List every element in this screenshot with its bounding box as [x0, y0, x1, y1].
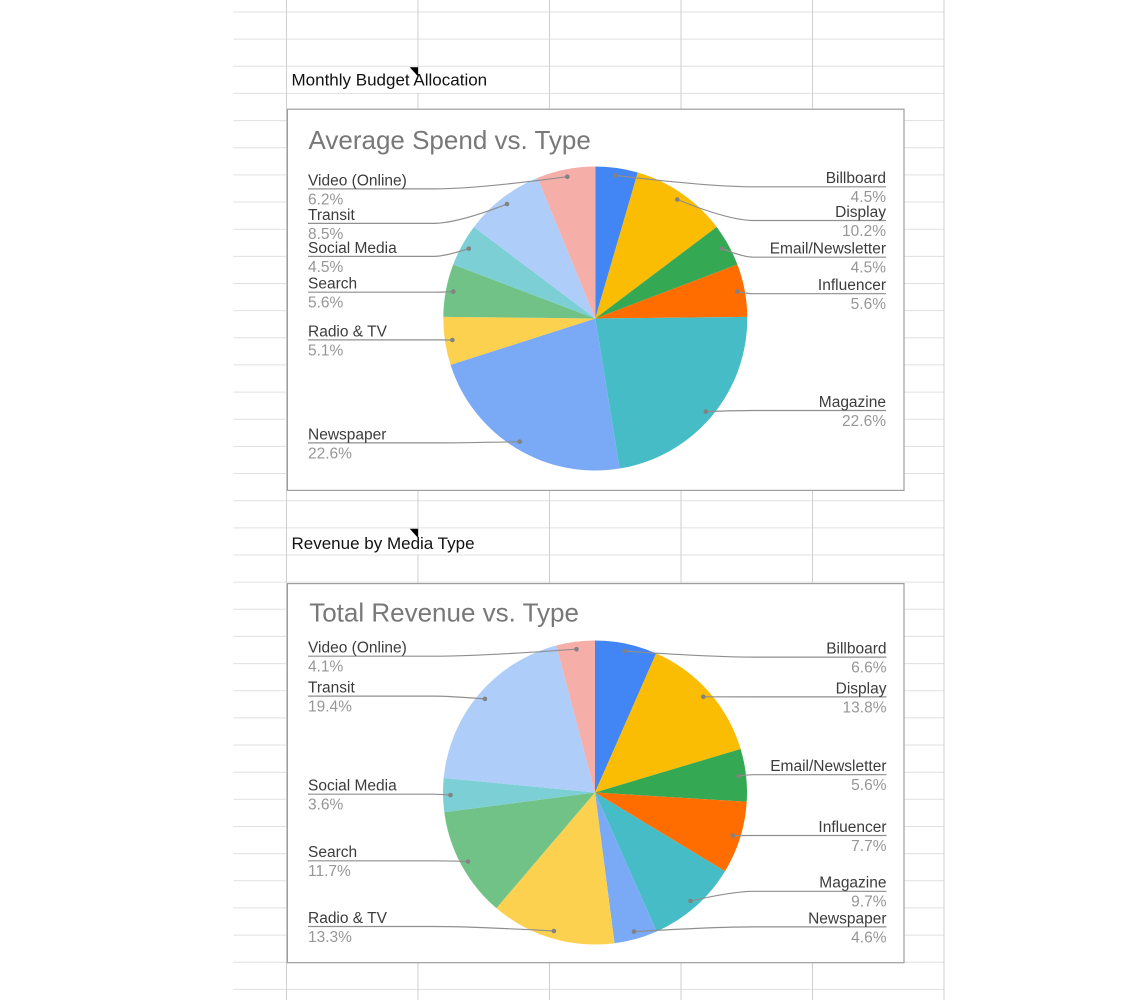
svg-text:10.2%: 10.2%: [842, 223, 886, 240]
svg-text:6.6%: 6.6%: [851, 660, 887, 677]
svg-text:Influencer: Influencer: [818, 277, 886, 294]
svg-text:8.5%: 8.5%: [308, 226, 344, 243]
svg-text:Newspaper: Newspaper: [308, 426, 386, 443]
svg-text:5.6%: 5.6%: [308, 295, 344, 312]
svg-text:22.6%: 22.6%: [308, 445, 352, 462]
svg-text:5.1%: 5.1%: [308, 342, 344, 359]
svg-text:Revenue by Media Type: Revenue by Media Type: [292, 534, 475, 553]
svg-text:4.5%: 4.5%: [308, 259, 344, 276]
svg-text:Email/Newsletter: Email/Newsletter: [770, 241, 886, 258]
svg-text:Search: Search: [308, 276, 357, 293]
svg-text:Video (Online): Video (Online): [308, 640, 407, 657]
svg-text:4.6%: 4.6%: [851, 929, 887, 946]
svg-text:Magazine: Magazine: [819, 394, 886, 411]
svg-text:6.2%: 6.2%: [308, 191, 344, 208]
svg-text:Radio & TV: Radio & TV: [308, 910, 388, 927]
svg-text:Billboard: Billboard: [826, 170, 886, 187]
svg-text:13.3%: 13.3%: [308, 929, 352, 946]
svg-text:Transit: Transit: [308, 680, 355, 697]
svg-text:Average Spend vs. Type: Average Spend vs. Type: [309, 125, 591, 155]
svg-text:Magazine: Magazine: [819, 875, 886, 892]
svg-text:9.7%: 9.7%: [851, 894, 887, 911]
svg-text:Transit: Transit: [308, 207, 355, 224]
svg-text:Social Media: Social Media: [308, 778, 397, 795]
svg-text:Radio & TV: Radio & TV: [308, 323, 388, 340]
svg-text:22.6%: 22.6%: [842, 413, 886, 430]
svg-text:4.5%: 4.5%: [851, 189, 887, 206]
svg-text:Display: Display: [835, 204, 886, 221]
svg-text:Monthly Budget Allocation: Monthly Budget Allocation: [292, 70, 488, 89]
svg-text:5.6%: 5.6%: [851, 296, 887, 313]
svg-text:4.1%: 4.1%: [308, 659, 344, 676]
svg-text:7.7%: 7.7%: [851, 838, 887, 855]
svg-text:19.4%: 19.4%: [308, 699, 352, 716]
svg-text:Newspaper: Newspaper: [808, 910, 886, 927]
svg-text:5.6%: 5.6%: [851, 777, 887, 794]
svg-text:Billboard: Billboard: [826, 641, 886, 658]
svg-text:4.5%: 4.5%: [851, 260, 887, 277]
svg-text:Video (Online): Video (Online): [308, 172, 407, 189]
svg-text:13.8%: 13.8%: [843, 699, 887, 716]
svg-text:Email/Newsletter: Email/Newsletter: [770, 758, 886, 775]
svg-text:Social Media: Social Media: [308, 240, 397, 257]
svg-text:Search: Search: [308, 844, 357, 861]
svg-text:3.6%: 3.6%: [308, 797, 344, 814]
svg-text:Display: Display: [836, 680, 887, 697]
svg-text:Total Revenue vs. Type: Total Revenue vs. Type: [309, 598, 579, 628]
svg-text:11.7%: 11.7%: [308, 863, 351, 880]
svg-text:Influencer: Influencer: [818, 819, 886, 836]
